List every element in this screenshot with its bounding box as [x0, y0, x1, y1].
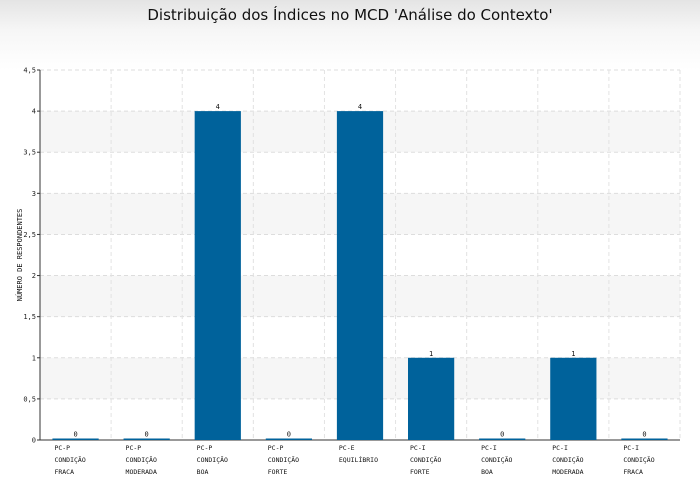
x-tick-label: CONDIÇÃO [268, 455, 299, 464]
x-tick-label: PC-P [268, 444, 284, 452]
y-tick-label: 3 [32, 190, 36, 198]
y-tick-label: 4,5 [23, 67, 36, 75]
chart-title: Distribuição dos Índices no MCD 'Análise… [147, 6, 553, 24]
x-tick-label: MODERADA [552, 468, 583, 476]
y-tick-label: 1 [32, 354, 36, 362]
data-label: 0 [145, 431, 149, 439]
x-tick-label: PC-P [197, 444, 213, 452]
bars [52, 111, 668, 441]
data-label: 0 [73, 431, 77, 439]
data-label: 4 [216, 103, 220, 111]
y-tick-label: 4 [32, 108, 36, 116]
bar[interactable] [123, 438, 170, 441]
x-tick-label: PC-E [339, 444, 355, 452]
x-tick-label: CONDIÇÃO [197, 455, 228, 464]
data-label: 1 [571, 350, 575, 358]
data-label: 4 [358, 103, 362, 111]
bar[interactable] [550, 357, 597, 440]
x-tick-label: CONDIÇÃO [54, 455, 85, 464]
y-tick-label: 3,5 [23, 149, 36, 157]
bar[interactable] [621, 438, 668, 441]
x-tick-label: CONDIÇÃO [552, 455, 583, 464]
y-tick-label: 0,5 [23, 395, 36, 403]
x-tick-label: CONDIÇÃO [410, 455, 441, 464]
x-tick-label: MODERADA [126, 468, 157, 476]
y-tick-label: 0 [32, 437, 36, 445]
bar[interactable] [52, 438, 99, 441]
data-label: 0 [642, 431, 646, 439]
x-tick-label: FORTE [410, 468, 430, 476]
bar[interactable] [265, 438, 312, 441]
x-tick-label: PC-P [54, 444, 70, 452]
y-tick-label: 2 [32, 272, 36, 280]
x-tick-label: PC-I [552, 444, 568, 452]
y-tick-label: 2,5 [23, 231, 36, 239]
bar[interactable] [479, 438, 526, 441]
x-tick-label: FORTE [268, 468, 288, 476]
x-tick-label: FRACA [623, 468, 643, 476]
x-tick-label: CONDIÇÃO [481, 455, 512, 464]
x-tick-label: BOA [481, 468, 493, 476]
x-tick-label: PC-P [126, 444, 142, 452]
x-tick-label: PC-I [481, 444, 497, 452]
bar[interactable] [408, 357, 455, 440]
x-tick-label: CONDIÇÃO [623, 455, 654, 464]
x-tick-label: CONDIÇÃO [126, 455, 157, 464]
y-axis-title: NÚMERO DE RESPONDENTES [15, 209, 24, 302]
x-tick-label: PC-I [410, 444, 426, 452]
bar[interactable] [336, 111, 384, 440]
data-label: 1 [429, 350, 433, 358]
x-tick-label: EQUILÍBRIO [339, 455, 378, 464]
x-tick-label: BOA [197, 468, 209, 476]
data-label: 0 [500, 431, 504, 439]
category-labels: PC-P CONDIÇÃO FRACA PC-P CONDIÇÃO MODERADA PC-… [54, 444, 654, 476]
x-tick-label: PC-I [623, 444, 639, 452]
y-tick-labels: 0 0,5 1 1,5 2 2,5 3 3,5 4 4,5 [23, 67, 36, 445]
data-labels: 0 0 4 0 4 1 0 1 0 [73, 103, 646, 438]
y-tick-label: 1,5 [23, 313, 36, 321]
x-tick-label: FRACA [54, 468, 74, 476]
data-label: 0 [287, 431, 291, 439]
bar[interactable] [194, 111, 241, 440]
